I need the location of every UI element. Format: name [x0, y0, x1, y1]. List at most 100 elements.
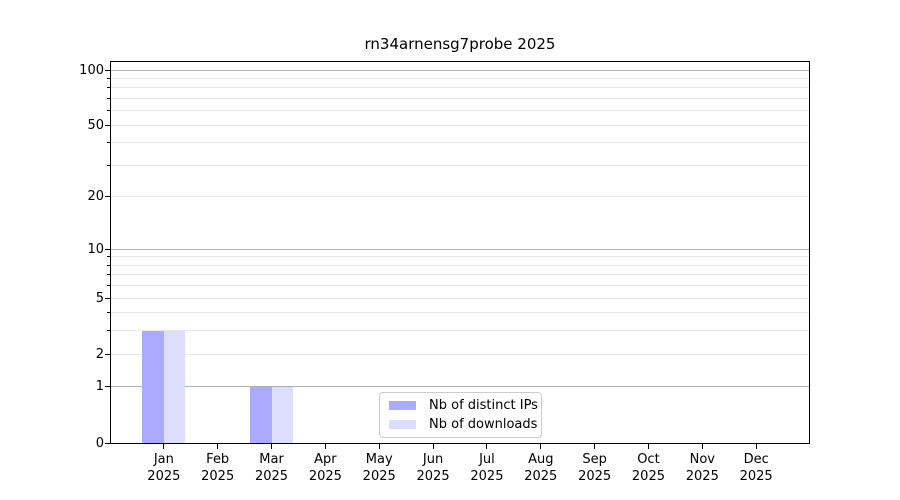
x-tick-label: Dec 2025 — [724, 451, 788, 485]
x-tick-year: 2025 — [631, 469, 665, 484]
x-tick-label: Jan 2025 — [132, 451, 196, 485]
major-gridline — [111, 69, 809, 71]
x-tick-month: Jun — [422, 452, 444, 467]
minor-gridline — [111, 110, 809, 112]
x-tick-year: 2025 — [685, 469, 719, 484]
x-tick-month: Aug — [528, 452, 554, 467]
x-tick — [378, 444, 380, 449]
legend-item-downloads: Nb of downloads — [389, 417, 537, 432]
y-tick — [105, 69, 110, 71]
minor-gridline — [111, 330, 809, 332]
legend-label-distinct-ips: Nb of distinct IPs — [429, 398, 538, 413]
x-tick — [701, 444, 703, 449]
y-minor-tick — [107, 330, 110, 332]
y-minor-tick — [107, 264, 110, 266]
x-tick-year: 2025 — [524, 469, 558, 484]
minor-gridline — [111, 264, 809, 266]
x-tick-month: Oct — [637, 452, 660, 467]
y-minor-tick — [107, 285, 110, 287]
x-tick-label: May 2025 — [347, 451, 411, 485]
legend-label-downloads: Nb of downloads — [429, 417, 538, 432]
minor-gridline — [111, 353, 809, 355]
y-minor-tick — [107, 97, 110, 99]
bar-distinct-ips — [250, 386, 272, 443]
y-minor-tick — [107, 164, 110, 166]
x-tick — [755, 444, 757, 449]
legend-swatch-downloads-icon — [389, 420, 416, 429]
minor-gridline — [111, 297, 809, 299]
chart-title: rn34arnensg7probe 2025 — [364, 35, 556, 53]
bar-downloads — [163, 330, 186, 443]
x-tick-month: Apr — [314, 452, 337, 467]
x-tick-month: Jan — [153, 452, 174, 467]
y-tick-label: 100 — [79, 62, 104, 78]
y-tick-label: 5 — [95, 290, 104, 306]
x-tick-label: Apr 2025 — [293, 451, 357, 485]
y-minor-tick — [107, 256, 110, 258]
x-tick-label: Aug 2025 — [509, 451, 573, 485]
minor-gridline — [111, 142, 809, 144]
x-tick — [432, 444, 434, 449]
y-minor-tick — [107, 124, 110, 126]
y-minor-tick — [107, 274, 110, 276]
x-tick — [271, 444, 273, 449]
x-tick-month: May — [365, 452, 393, 467]
y-tick-label: 0 — [95, 435, 104, 451]
legend: Nb of distinct IPs Nb of downloads — [379, 392, 542, 438]
minor-gridline — [111, 124, 809, 126]
minor-gridline — [111, 97, 809, 99]
x-tick-year: 2025 — [254, 469, 289, 484]
y-minor-tick — [107, 196, 110, 198]
y-minor-tick — [107, 87, 110, 89]
y-tick-label: 20 — [87, 189, 104, 205]
x-tick-year: 2025 — [147, 469, 181, 484]
major-gridline — [111, 248, 809, 250]
y-tick-label: 2 — [95, 346, 104, 362]
x-tick — [163, 444, 165, 449]
x-tick-year: 2025 — [362, 469, 396, 484]
x-tick-month: Sep — [582, 452, 607, 467]
x-tick-year: 2025 — [416, 469, 450, 484]
y-minor-tick — [107, 142, 110, 144]
x-tick-month: Jul — [479, 452, 495, 467]
y-tick-label: 1 — [95, 379, 104, 395]
x-tick — [217, 444, 219, 449]
x-tick-year: 2025 — [201, 469, 235, 484]
y-minor-tick — [107, 312, 110, 314]
y-tick — [105, 442, 110, 444]
y-minor-tick — [107, 110, 110, 112]
x-tick-label: Jun 2025 — [401, 451, 465, 485]
x-tick — [594, 444, 596, 449]
x-tick-label: Feb 2025 — [186, 451, 250, 485]
y-minor-tick — [107, 297, 110, 299]
x-tick-label: Mar 2025 — [240, 451, 304, 485]
minor-gridline — [111, 164, 809, 166]
y-tick-label: 10 — [87, 241, 104, 257]
bar-distinct-ips — [142, 330, 164, 443]
plot-area — [110, 61, 810, 444]
x-tick-month: Feb — [206, 452, 230, 467]
minor-gridline — [111, 196, 809, 198]
y-tick — [105, 248, 110, 250]
x-tick-year: 2025 — [739, 469, 773, 484]
legend-swatch-distinct-ips-icon — [389, 401, 416, 410]
y-minor-tick — [107, 353, 110, 355]
minor-gridline — [111, 312, 809, 314]
y-tick-label: 50 — [87, 117, 104, 133]
x-tick — [540, 444, 542, 449]
x-tick-month: Dec — [743, 452, 769, 467]
x-tick-year: 2025 — [308, 469, 342, 484]
y-tick — [105, 386, 110, 388]
x-tick — [324, 444, 326, 449]
minor-gridline — [111, 256, 809, 258]
x-tick — [647, 444, 649, 449]
minor-gridline — [111, 87, 809, 89]
legend-item-distinct-ips: Nb of distinct IPs — [389, 398, 538, 413]
x-tick-label: Jul 2025 — [455, 451, 519, 485]
y-minor-tick — [107, 77, 110, 79]
x-tick-year: 2025 — [470, 469, 504, 484]
x-tick-label: Nov 2025 — [670, 451, 734, 485]
minor-gridline — [111, 274, 809, 276]
x-tick-label: Sep 2025 — [563, 451, 627, 485]
